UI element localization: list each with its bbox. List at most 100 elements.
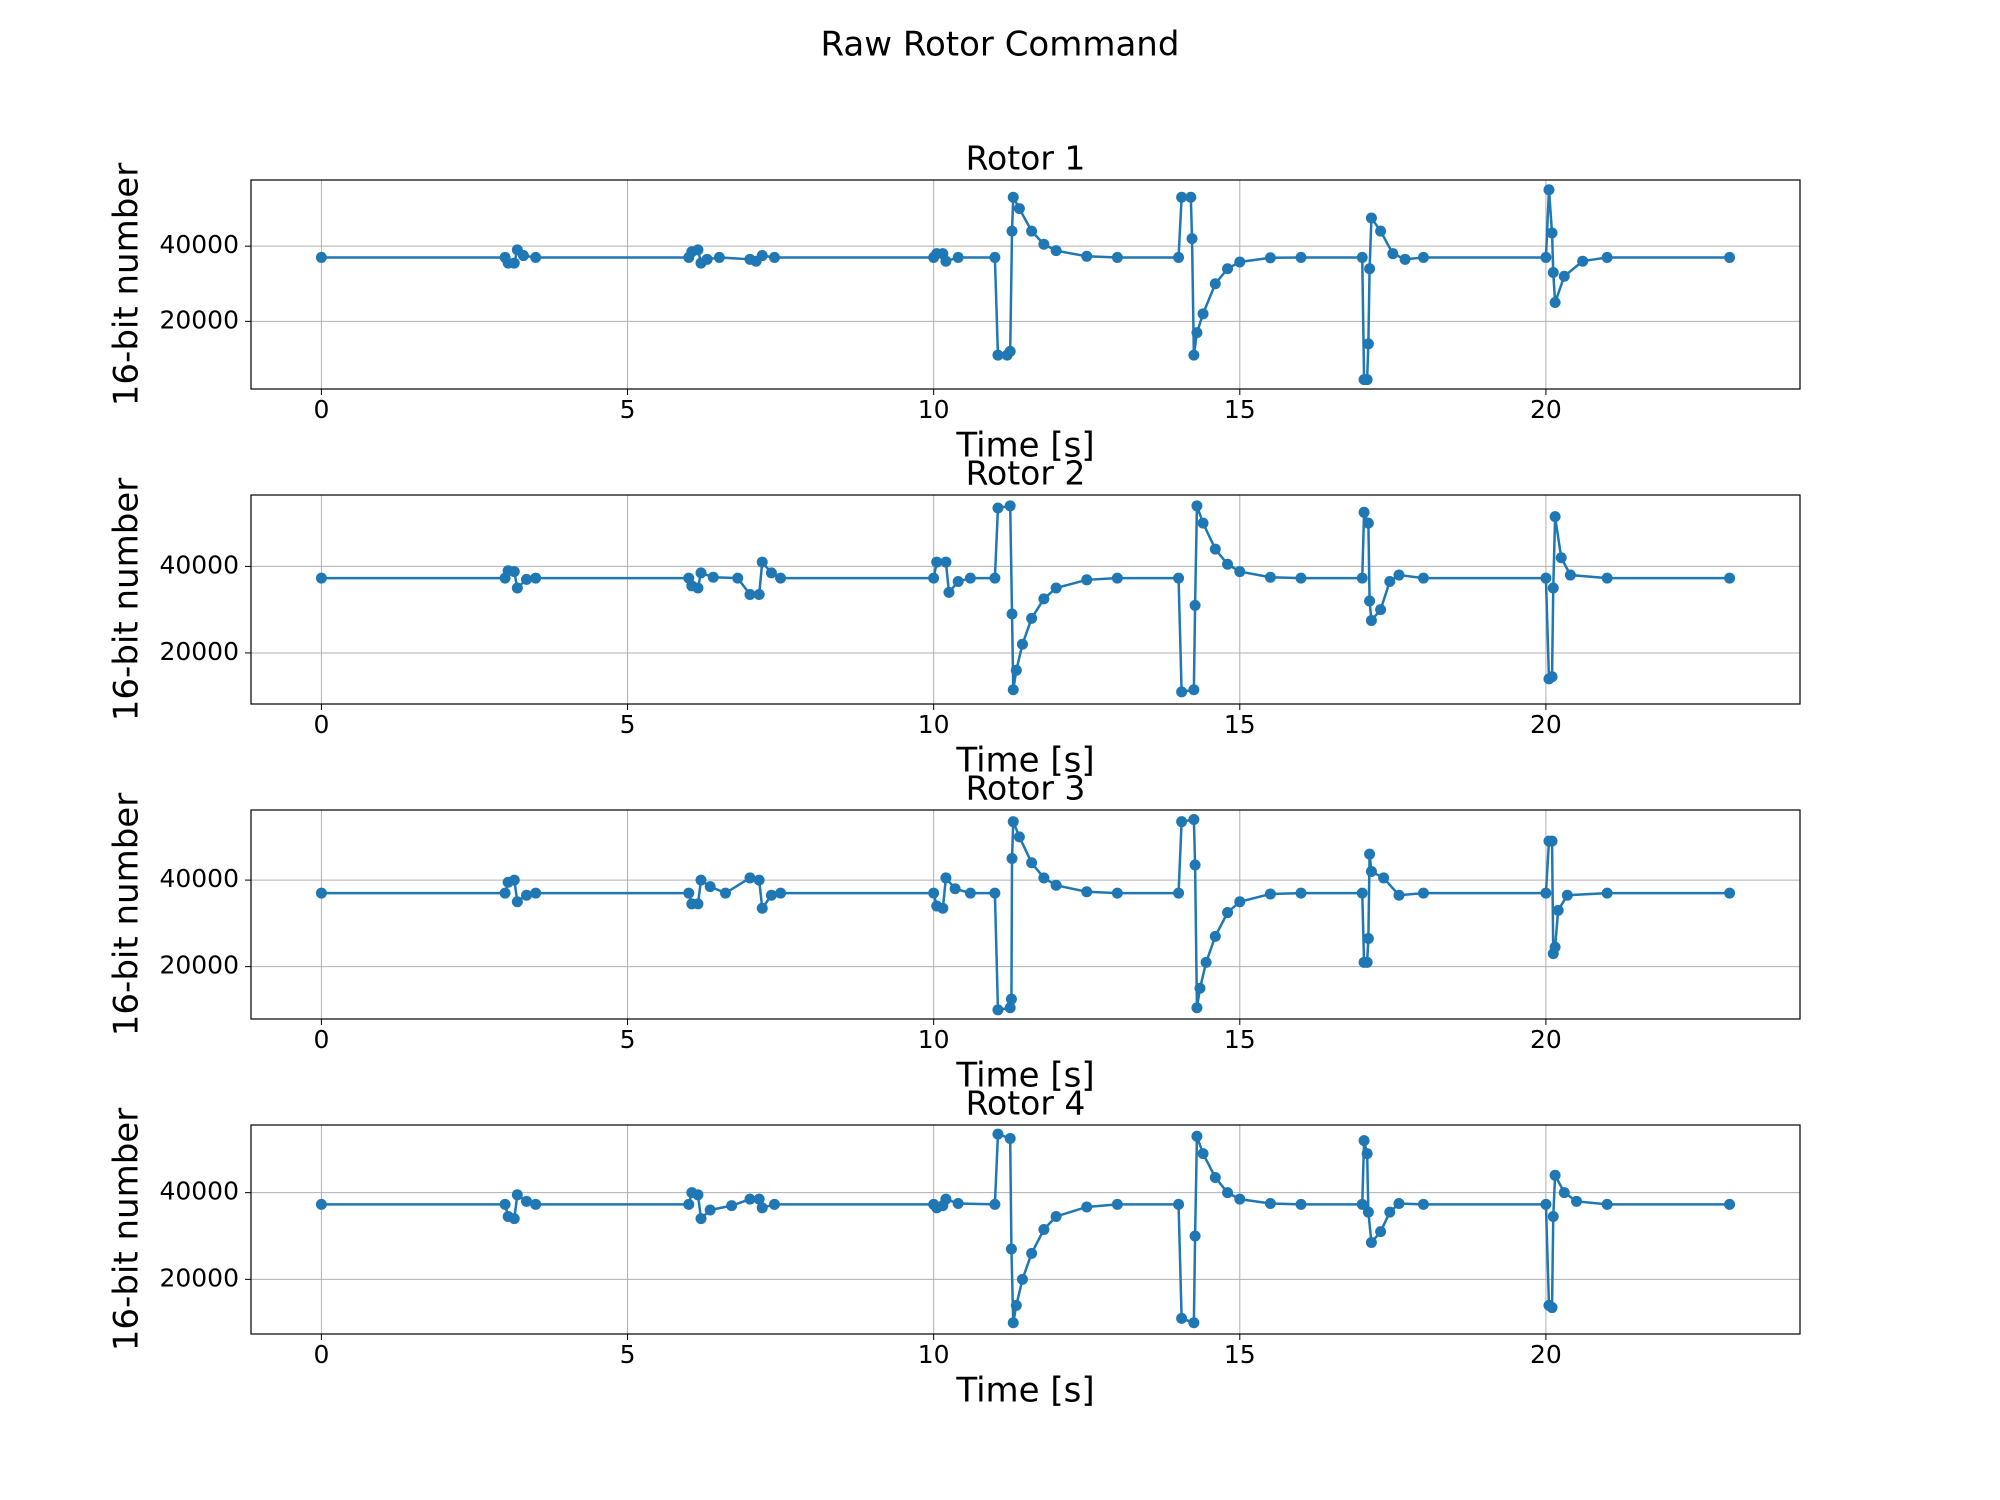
subplot-title: Rotor 4 (966, 1084, 1086, 1123)
data-point (1007, 816, 1019, 828)
data-point (1365, 614, 1377, 626)
data-point (1013, 203, 1025, 215)
subplot-title: Rotor 3 (966, 769, 1086, 808)
x-tick-label: 15 (1224, 1340, 1256, 1369)
data-point (940, 255, 952, 267)
data-point (756, 1202, 768, 1214)
data-point (1081, 574, 1093, 586)
data-point (1176, 1312, 1188, 1324)
data-point (1191, 327, 1203, 339)
data-point (1375, 225, 1387, 237)
data-point (1197, 308, 1209, 320)
data-point (768, 251, 780, 263)
data-point (1549, 297, 1561, 309)
y-tick-label: 40000 (159, 864, 239, 893)
data-point (753, 589, 765, 601)
data-point (1555, 552, 1567, 564)
data-point (753, 1193, 765, 1205)
data-point (1365, 865, 1377, 877)
data-point (1724, 887, 1736, 899)
data-point (1222, 1187, 1234, 1199)
data-point (765, 889, 777, 901)
data-point (992, 1128, 1004, 1140)
data-point (508, 566, 520, 578)
subplot-title: Rotor 1 (966, 139, 1086, 178)
data-point (1540, 1198, 1552, 1210)
data-point (1558, 1187, 1570, 1199)
data-point (1081, 1201, 1093, 1213)
data-point (952, 1197, 964, 1209)
data-point (940, 556, 952, 568)
x-axis-label: Time [s] (955, 741, 1094, 781)
data-point (530, 251, 542, 263)
data-point (1361, 956, 1373, 968)
data-point (508, 874, 520, 886)
x-axis-label: Time [s] (955, 426, 1094, 466)
data-point (931, 556, 943, 568)
data-point (1564, 569, 1576, 581)
data-point (508, 1213, 520, 1225)
data-point (1026, 612, 1038, 624)
data-point (1540, 572, 1552, 584)
x-tick-label: 0 (313, 710, 329, 739)
x-tick-label: 20 (1530, 395, 1562, 424)
plot-area (251, 495, 1800, 704)
x-tick-label: 20 (1530, 1025, 1562, 1054)
data-point (713, 251, 725, 263)
plot-area (251, 810, 1800, 1019)
data-point (1724, 1198, 1736, 1210)
data-point (1176, 816, 1188, 828)
data-point (1362, 933, 1374, 945)
x-tick-label: 15 (1224, 1025, 1256, 1054)
y-tick-label: 40000 (159, 550, 239, 579)
data-point (315, 887, 327, 899)
data-point (1364, 263, 1376, 275)
data-point (1264, 1197, 1276, 1209)
data-point (1013, 831, 1025, 843)
data-point (753, 874, 765, 886)
data-point (940, 872, 952, 884)
data-point (937, 902, 949, 914)
figure-title: Raw Rotor Command (821, 25, 1180, 65)
data-point (1547, 582, 1559, 594)
y-axis-label: 16-bit number (107, 1108, 147, 1351)
data-point (1191, 500, 1203, 512)
y-tick-label: 20000 (159, 305, 239, 334)
series-group (315, 814, 1736, 1016)
data-point (1540, 887, 1552, 899)
data-point (1173, 251, 1185, 263)
data-point (1111, 572, 1123, 584)
data-point (1050, 1210, 1062, 1222)
data-point (315, 1198, 327, 1210)
data-point (952, 576, 964, 588)
data-point (1234, 566, 1246, 578)
y-tick-label: 20000 (159, 637, 239, 666)
data-point (1173, 572, 1185, 584)
data-point (952, 251, 964, 263)
x-tick-label: 10 (918, 710, 950, 739)
data-point (1016, 638, 1028, 650)
data-point (1356, 1198, 1368, 1210)
data-point (992, 1004, 1004, 1016)
data-point (1176, 191, 1188, 203)
data-point (1375, 604, 1387, 616)
x-tick-label: 10 (918, 1340, 950, 1369)
data-point (1026, 857, 1038, 869)
data-point (732, 572, 744, 584)
data-point (989, 572, 1001, 584)
data-point (1295, 251, 1307, 263)
data-point (692, 244, 704, 256)
data-point (1188, 1317, 1200, 1329)
plot-area (251, 180, 1800, 389)
data-point (1234, 1193, 1246, 1205)
data-point (1222, 558, 1234, 570)
data-point (1209, 278, 1221, 290)
data-point (744, 1193, 756, 1205)
data-point (1384, 1206, 1396, 1218)
data-point (1185, 191, 1197, 203)
data-point (1050, 879, 1062, 891)
data-point (1173, 1198, 1185, 1210)
data-point (1191, 1130, 1203, 1142)
data-point (1005, 993, 1017, 1005)
x-tick-label: 5 (620, 395, 636, 424)
